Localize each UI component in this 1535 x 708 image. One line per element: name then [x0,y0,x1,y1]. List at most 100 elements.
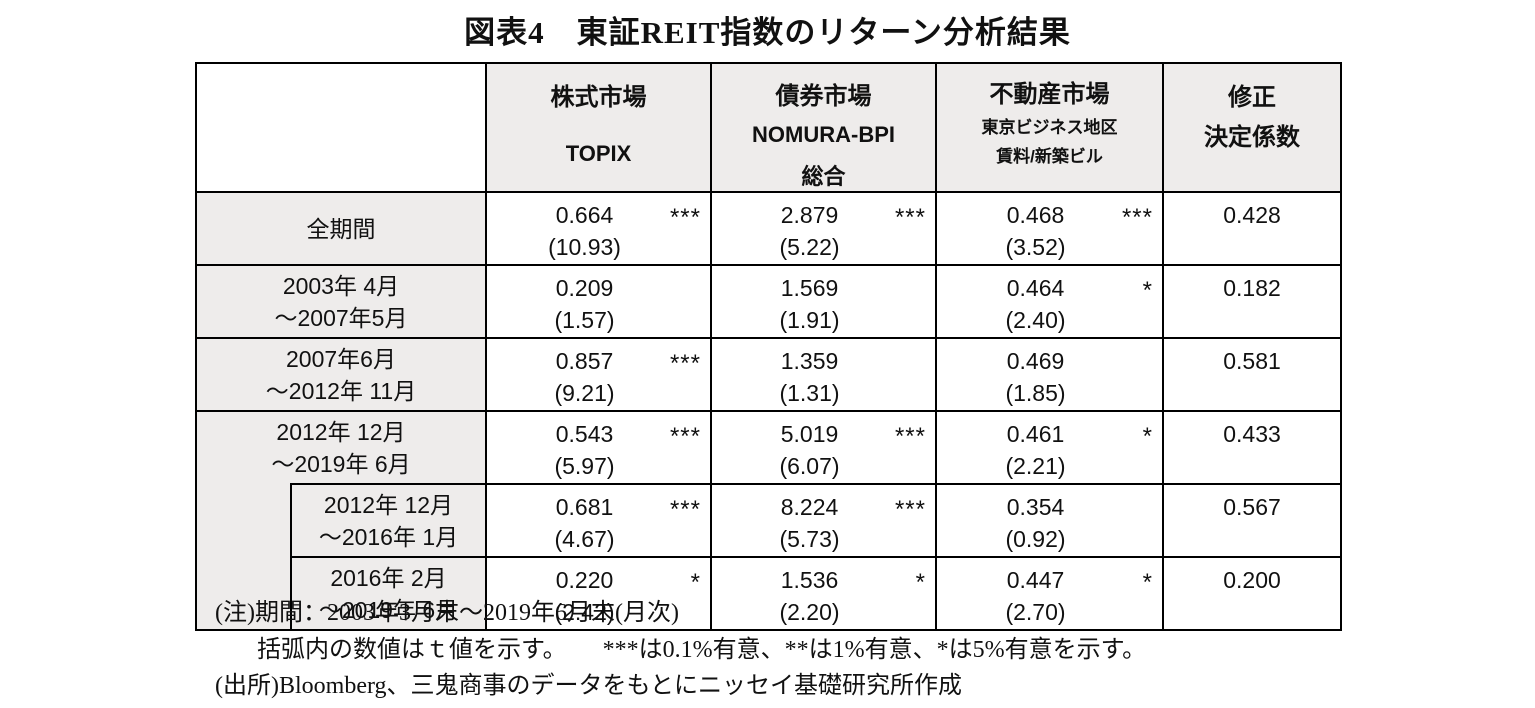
header-stock-line1: 株式市場 [550,84,647,111]
r2-cell: 0.428 [1162,191,1340,264]
coef-value: 2.879 [780,202,839,228]
coef-cell-bond: 1.359 (1.31) [710,337,935,410]
coef-value: 0.220 [555,567,614,593]
t-value: (2.21) [1005,453,1066,479]
significance-stars: * [1142,423,1153,450]
coef-value: 8.224 [780,494,839,520]
t-value: (5.22) [779,234,840,260]
coef-cell-stock: 0.220 * (2.42) [485,556,710,629]
header-realestate-market: 不動産市場 東京ビジネス地区 賃料/新築ビル [935,62,1162,191]
header-r2-line2: 決定係数 [1204,124,1300,151]
t-value: (1.31) [779,380,840,406]
r2-cell: 0.567 [1162,483,1340,556]
period-label-line1: 2016年 2月 [330,564,447,591]
coef-value: 0.209 [555,275,614,301]
coef-value: 0.664 [555,202,614,228]
header-realestate-line3: 賃料/新築ビル [996,147,1103,166]
t-value: (2.70) [1005,599,1066,625]
row-label-2012-2019: 2012年 12月 ～2019年 6月 [195,410,485,483]
period-label-line2: ～2019年 6月 [271,450,411,477]
r2-value: 0.433 [1223,421,1281,447]
table-row-full-period: 全期間 0.664 *** (10.93) 2.879 *** (5.22) 0.4… [195,191,1340,264]
header-bond-market: 債券市場 NOMURA-BPI 総合 [710,62,935,191]
r2-value: 0.182 [1223,275,1281,301]
row-label-2016-2019: 2016年 2月 ～2019年 6月 [290,556,485,629]
r2-value: 0.581 [1223,348,1281,374]
note-tvalue-significance: 括弧内の数値はｔ値を示す。 ***は0.1%有意、**は1%有意、*は5%有意を… [257,637,1147,663]
period-label-line1: 2003年 4月 [282,272,400,299]
t-value: (2.40) [1005,307,1066,333]
coef-value: 0.469 [1006,348,1065,374]
note-period: (注)期間：2003年3月末～2019年6月末(月次) [215,600,679,626]
r2-cell: 0.581 [1162,337,1340,410]
coef-value: 0.447 [1006,567,1065,593]
header-bond-line2: NOMURA-BPI [752,122,895,147]
coef-value: 5.019 [780,421,839,447]
significance-stars: * [1142,569,1153,596]
coef-value: 1.569 [780,275,839,301]
reit-return-analysis-table: 株式市場 TOPIX 債券市場 NOMURA-BPI 総合 不動産市場 東京ビジ… [195,62,1342,631]
significance-stars: * [915,569,926,596]
coef-cell-realestate: 0.461 * (2.21) [935,410,1162,483]
coef-value: 0.461 [1006,421,1065,447]
period-label-line1: 2007年6月 [286,345,396,372]
period-label-line1: 2012年 12月 [276,418,406,445]
period-label-line2: ～2007年5月 [274,304,408,331]
t-value: (4.67) [554,526,615,552]
coef-cell-stock: 0.209 (1.57) [485,264,710,337]
significance-stars: *** [669,423,701,450]
coef-cell-bond: 1.536 * (2.20) [710,556,935,629]
header-bond-line1: 債券市場 [775,83,872,110]
t-value: (1.85) [1005,380,1066,406]
figure-title: 図表4 東証REIT指数のリターン分析結果 [464,15,1071,50]
header-bond-line3: 総合 [801,164,846,189]
note-source: (出所)Bloomberg、三鬼商事のデータをもとにニッセイ基礎研究所作成 [215,673,963,699]
table-subrow-2012-2016: 2012年 12月 ～2016年 1月 0.681 *** (4.67) 8.22… [195,483,1340,629]
coef-cell-stock: 0.681 *** (4.67) [485,483,710,556]
r2-value: 0.567 [1223,494,1281,520]
coef-value: 0.468 [1006,202,1065,228]
period-label-line2: ～2016年 1月 [318,523,459,550]
t-value: (2.20) [779,599,840,625]
coef-cell-stock: 0.664 *** (10.93) [485,191,710,264]
coef-value: 0.543 [555,421,614,447]
header-realestate-line1: 不動産市場 [989,81,1110,108]
t-value: (3.52) [1005,234,1066,260]
coef-cell-bond: 1.569 (1.91) [710,264,935,337]
coef-cell-bond: 5.019 *** (6.07) [710,410,935,483]
header-adjusted-r2: 修正 決定係数 [1162,62,1340,191]
coef-value: 0.464 [1006,275,1065,301]
table-row-2003-2007: 2003年 4月 ～2007年5月 0.209 (1.57) 1.569 (1.… [195,264,1340,337]
period-label-line1: 全期間 [306,215,376,242]
significance-stars: *** [894,496,926,523]
r2-cell: 0.182 [1162,264,1340,337]
significance-stars: * [1142,277,1153,304]
coef-value: 1.536 [780,567,839,593]
period-label-line1: 2012年 12月 [323,491,454,518]
coef-cell-realestate: 0.464 * (2.40) [935,264,1162,337]
header-corner-cell [195,62,485,191]
coef-cell-bond: 8.224 *** (5.73) [710,483,935,556]
t-value: (0.92) [1005,526,1066,552]
header-r2-line1: 修正 [1228,84,1276,111]
significance-stars: *** [894,423,926,450]
row-label-2012-2016: 2012年 12月 ～2016年 1月 [290,483,485,556]
coef-cell-stock: 0.857 *** (9.21) [485,337,710,410]
row-label-2007-2012: 2007年6月 ～2012年 11月 [195,337,485,410]
t-value: (5.73) [779,526,840,552]
table-subrow-2016-2019: 2016年 2月 ～2019年 6月 0.220 * (2.42) 1.536 * … [195,556,1340,629]
coef-cell-realestate: 0.468 *** (3.52) [935,191,1162,264]
coef-cell-realestate: 0.354 (0.92) [935,483,1162,556]
header-realestate-line2: 東京ビジネス地区 [981,118,1118,137]
coef-value: 0.354 [1006,494,1065,520]
coef-cell-realestate: 0.469 (1.85) [935,337,1162,410]
t-value: (1.91) [779,307,840,333]
significance-stars: *** [669,350,701,377]
coef-value: 1.359 [780,348,839,374]
header-stock-market: 株式市場 TOPIX [485,62,710,191]
r2-value: 0.200 [1223,567,1281,593]
r2-cell: 0.433 [1162,410,1340,483]
row-label-2003-2007: 2003年 4月 ～2007年5月 [195,264,485,337]
coef-cell-bond: 2.879 *** (5.22) [710,191,935,264]
coef-cell-stock: 0.543 *** (5.97) [485,410,710,483]
